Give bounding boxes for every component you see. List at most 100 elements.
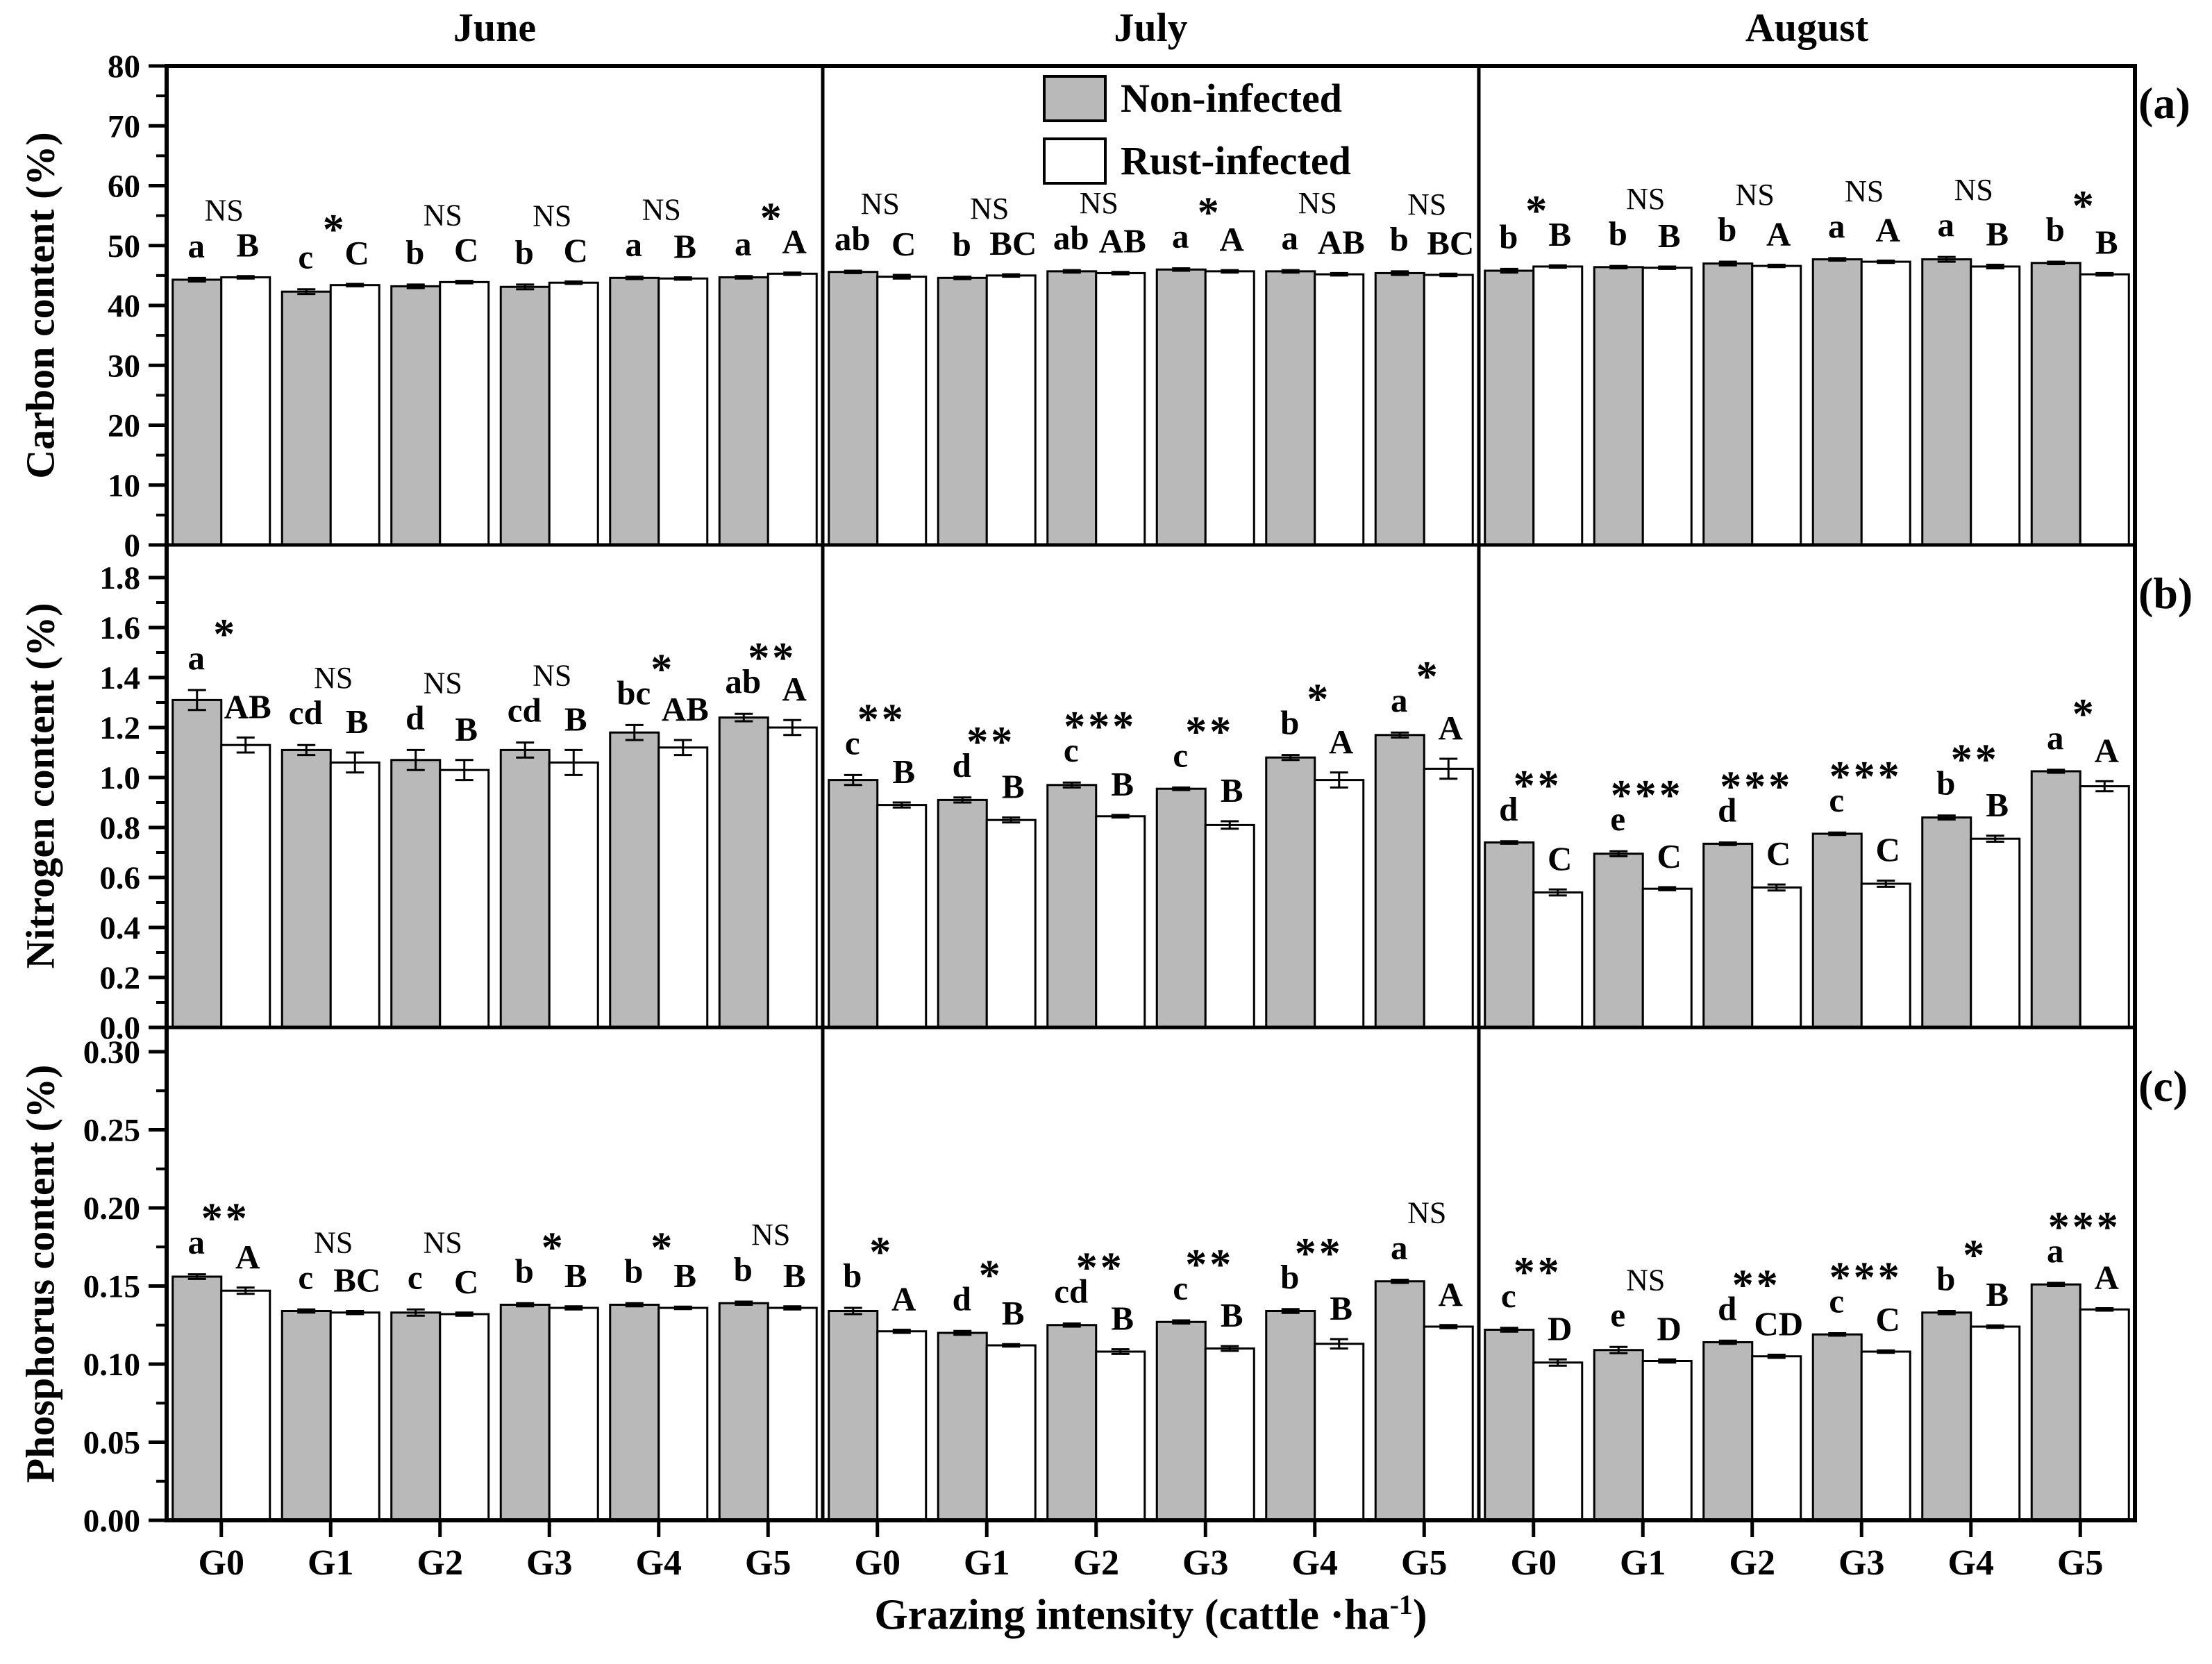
sig-star-label: *** — [1829, 1254, 1902, 1301]
legend-item-rust-infected: Rust-infected — [1043, 137, 1351, 185]
sig-star-label: * — [542, 1224, 566, 1271]
bar-non-infected-G4 — [1265, 270, 1316, 546]
bar-group-june-G1: cd B NS — [280, 661, 380, 1029]
letter-rust-infected: C — [1766, 834, 1791, 873]
letter-rust-infected: B — [1002, 768, 1025, 806]
y-tick-label: 0.30 — [83, 1034, 140, 1070]
letter-non-infected: c — [1064, 731, 1079, 769]
bar-rust-infected-G5 — [2079, 273, 2130, 546]
bar-group-july-G2: cB *** — [1046, 703, 1146, 1029]
bar-non-infected-G0 — [828, 1310, 879, 1522]
x-tick-label-G0: G0 — [855, 1543, 900, 1583]
letter-non-infected: b — [734, 1250, 753, 1288]
letter-non-infected: b — [1499, 217, 1518, 255]
bar-non-infected-G5 — [2030, 770, 2081, 1029]
x-tick-label-G3: G3 — [526, 1543, 572, 1583]
bar-rust-infected-G1 — [1641, 887, 1693, 1029]
letter-rust-infected: C — [1876, 831, 1900, 869]
x-tick-label-G0: G0 — [199, 1543, 244, 1583]
letter-non-infected: c — [1501, 1277, 1516, 1315]
letter-rust-infected: B — [1986, 1275, 2009, 1313]
letter-non-infected: c — [845, 723, 860, 762]
x-tick-label-G1: G1 — [308, 1543, 353, 1583]
letter-non-infected: a — [1282, 219, 1299, 257]
bar-rust-infected-G2 — [1095, 1350, 1146, 1522]
letter-rust-infected: BC — [989, 224, 1037, 262]
letter-non-infected: c — [1173, 1269, 1188, 1307]
letter-non-infected: a — [188, 1223, 206, 1261]
bar-group-june-G5: b B NS — [718, 1218, 818, 1522]
figure-frame — [165, 64, 2137, 1522]
bar-rust-infected-G2 — [1751, 1355, 1802, 1522]
bar-rust-infected-G2 — [1095, 815, 1146, 1029]
panel-letter-a: (a) — [2138, 78, 2190, 128]
sig-star-label: ** — [1185, 1241, 1234, 1288]
month-header-august: August — [1745, 5, 1869, 50]
y-tick-label: 20 — [108, 408, 140, 444]
y-tick-label: 80 — [108, 49, 140, 85]
letter-non-infected: b — [1280, 1258, 1299, 1296]
letter-rust-infected: C — [345, 234, 369, 272]
letter-rust-infected: AB — [662, 690, 709, 728]
sig-star-label: *** — [1829, 753, 1902, 800]
letter-non-infected: a — [735, 225, 752, 263]
bar-rust-infected-G3 — [1860, 260, 1911, 546]
bar-non-infected-G0 — [828, 779, 879, 1029]
letter-rust-infected: B — [1111, 1300, 1134, 1338]
letter-non-infected: e — [1610, 1295, 1625, 1334]
bar-non-infected-G1 — [1593, 266, 1644, 546]
sig-ns-label: NS — [1954, 173, 1993, 207]
y-tick-label: 0.4 — [99, 910, 140, 946]
bar-rust-infected-G1 — [985, 274, 1037, 546]
bar-rust-infected-G1 — [329, 761, 380, 1029]
bar-group-august-G0: cD ** — [1484, 1249, 1584, 1522]
sig-ns-label: NS — [314, 1225, 353, 1259]
letter-rust-infected: B — [1986, 786, 2009, 824]
letter-non-infected: d — [953, 1279, 971, 1318]
x-tick-label-G2: G2 — [417, 1543, 463, 1583]
bar-group-august-G0: dC ** — [1484, 762, 1584, 1029]
letter-rust-infected: B — [1986, 215, 2009, 253]
letter-non-infected: cd — [289, 694, 323, 732]
letter-rust-infected: AB — [224, 687, 271, 725]
bar-rust-infected-G5 — [1423, 274, 1474, 546]
bar-group-august-G5: a A* — [2030, 691, 2130, 1029]
legend-swatch-rust-infected — [1043, 137, 1107, 185]
letter-rust-infected: AB — [1318, 223, 1365, 261]
letter-non-infected: c — [408, 1258, 423, 1296]
sig-star-label: * — [651, 1224, 675, 1271]
bar-group-june-G0: a AB * — [171, 611, 271, 1029]
letter-rust-infected: A — [1876, 210, 1901, 249]
bar-rust-infected-G2 — [439, 768, 490, 1029]
sig-ns-label: NS — [642, 193, 681, 227]
letter-rust-infected: C — [564, 232, 588, 270]
x-tick-label-G2: G2 — [1073, 1543, 1119, 1583]
sig-ns-label: NS — [1407, 187, 1446, 221]
bar-non-infected-G3 — [499, 285, 551, 546]
letter-rust-infected: BC — [333, 1261, 380, 1300]
x-axis-title-superscript: -1 — [1389, 1589, 1413, 1620]
bar-group-july-G4: bB ** — [1265, 1230, 1365, 1522]
bar-group-august-G3: cC *** — [1811, 753, 1911, 1029]
sig-star-label: ** — [201, 1195, 250, 1243]
bar-rust-infected-G0 — [220, 1289, 271, 1522]
sig-star-label: * — [651, 646, 675, 693]
bar-rust-infected-G0 — [1532, 265, 1584, 546]
bar-rust-infected-G5 — [2079, 1308, 2130, 1522]
bar-rust-infected-G3 — [548, 1306, 599, 1522]
panel-letter-b: (b) — [2138, 569, 2193, 618]
sig-ns-label: NS — [205, 194, 244, 228]
y-tick-label: 30 — [108, 348, 140, 384]
letter-rust-infected: B — [2095, 223, 2118, 261]
sig-star-label: * — [1963, 1232, 1987, 1279]
letter-rust-infected: B — [236, 226, 259, 264]
sig-star-label: ** — [1732, 1261, 1781, 1309]
sig-ns-label: NS — [1407, 1196, 1446, 1230]
bar-rust-infected-G1 — [329, 284, 380, 546]
sig-star-label: ** — [1514, 762, 1562, 809]
